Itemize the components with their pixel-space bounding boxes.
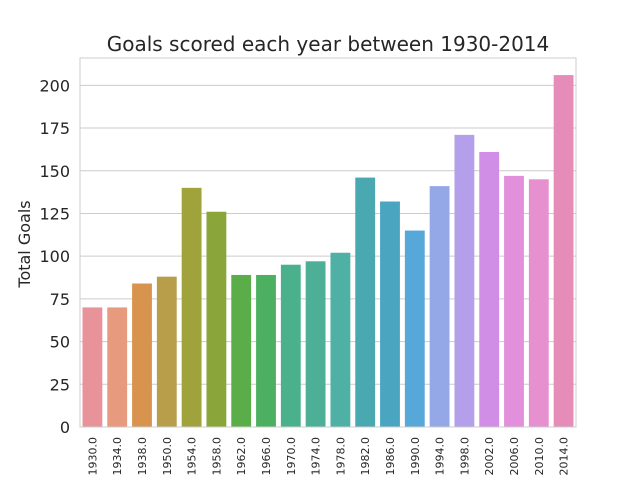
bar [82, 307, 103, 427]
y-tick-label: 125 [39, 204, 70, 223]
bar [206, 211, 227, 427]
x-tick-label: 1962.0 [235, 437, 248, 476]
bar [305, 261, 326, 427]
x-tick-label: 1986.0 [384, 437, 397, 476]
x-tick-label: 1954.0 [186, 437, 199, 476]
x-tick-label: 1994.0 [434, 437, 447, 476]
y-tick-label: 200 [39, 76, 70, 95]
x-tick-label: 1982.0 [359, 437, 372, 476]
x-tick-label: 1938.0 [136, 437, 149, 476]
y-tick-label: 0 [60, 418, 70, 437]
x-tick-label: 1966.0 [260, 437, 273, 476]
plot-area: 0 25 50 75 100 125 150 175 200 1930.0 1934.0 1938.0… [39, 57, 577, 476]
bar [256, 274, 276, 427]
y-tick-label: 25 [50, 375, 70, 394]
y-tick-label: 100 [39, 247, 70, 266]
x-tick-label: 1958.0 [210, 437, 223, 476]
bar [504, 175, 524, 427]
bar [528, 179, 549, 427]
bar [429, 186, 450, 427]
x-tick-label: 1930.0 [86, 437, 99, 476]
y-tick-label: 75 [50, 290, 70, 309]
bar [181, 187, 202, 427]
x-tick-label: 1998.0 [458, 437, 471, 476]
bar [454, 134, 475, 427]
bar [355, 177, 376, 427]
x-tick-label: 1990.0 [409, 437, 422, 476]
bar [132, 283, 152, 427]
x-tick-label: 1934.0 [111, 437, 124, 476]
bar [107, 307, 128, 427]
x-tick-label: 2006.0 [508, 437, 521, 476]
x-tick-label: 2010.0 [533, 437, 546, 476]
x-tick-label: 1950.0 [161, 437, 174, 476]
bar [156, 276, 177, 427]
bar [479, 151, 500, 428]
bar [404, 230, 425, 427]
x-tick-label: 1978.0 [334, 437, 347, 476]
x-tick-label: 1974.0 [310, 437, 323, 476]
x-tick-label: 2002.0 [483, 437, 496, 476]
chart-title: Goals scored each year between 1930-2014 [107, 32, 550, 56]
y-tick-label: 50 [50, 333, 70, 352]
y-axis-label: Total Goals [15, 200, 34, 288]
plot-frame [79, 57, 577, 428]
y-tick-label: 175 [39, 119, 70, 138]
x-tick-label: 2014.0 [558, 437, 571, 476]
bar [280, 264, 301, 427]
bar [553, 75, 574, 427]
x-tick-label: 1970.0 [285, 437, 298, 476]
bar [380, 201, 400, 427]
y-tick-label: 150 [39, 162, 70, 181]
bar [231, 274, 252, 427]
bar [330, 252, 351, 427]
